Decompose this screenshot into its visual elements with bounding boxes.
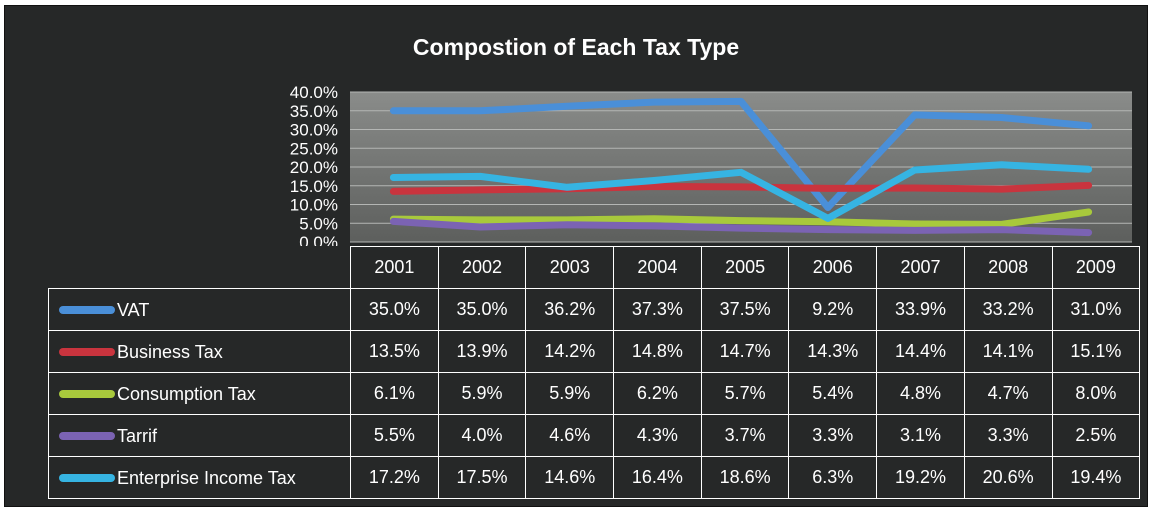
data-label: 5.9% [525,372,615,415]
data-label: 14.3% [788,330,878,373]
data-label: 36.2% [525,288,615,331]
y-tick-label: 10.0% [290,196,338,215]
table-body: VAT 35.0% 35.0% 36.2% 37.3% 37.5% 9.2% 33.9% 33.… [48,288,1141,499]
series-line [389,161,1093,222]
legend-cell: Consumption Tax [48,372,351,415]
table-row: Business Tax 13.5% 13.9% 14.2% 14.8% 14.7% 14.… [48,330,1141,373]
y-tick-label: 5.0% [299,214,338,233]
data-label: 3.3% [963,414,1053,457]
data-label: 35.0% [437,288,527,331]
legend-label: Business Tax [117,341,223,362]
data-label: 5.5% [350,414,439,457]
series-line [389,208,1093,228]
chart-title: Compostion of Each Tax Type [412,34,740,60]
legend-cell: Enterprise Income Tax [48,456,351,499]
year-header: 2002 [437,246,527,289]
y-tick-label: 20.0% [290,158,338,177]
year-header: 2006 [788,246,878,289]
data-table: 2001 2002 2003 2004 2005 2006 2007 2008 2009 VAT… [48,246,1141,499]
data-label: 14.1% [963,330,1053,373]
data-label: 14.7% [700,330,790,373]
chart-plot: 0.0%5.0%10.0%15.0%20.0%25.0%30.0%35.0%40… [290,83,1132,246]
series-line [389,181,1093,195]
data-label: 17.2% [350,456,439,499]
chart-panel: Compostion of Each Tax Type 0.0% 5.0% 10.0… [4,5,1148,507]
y-tick-label: 25.0% [290,139,338,158]
data-label: 37.3% [613,288,702,331]
data-label: 31.0% [1051,288,1141,331]
data-label: 3.3% [788,414,878,457]
data-label: 37.5% [700,288,790,331]
legend-cell: Business Tax [48,330,351,373]
data-label: 5.7% [700,372,790,415]
data-label: 14.2% [525,330,615,373]
data-label: 33.2% [963,288,1053,331]
data-label: 33.9% [876,288,965,331]
data-label: 4.3% [613,414,702,457]
data-label: 14.8% [613,330,702,373]
legend-swatch [59,431,115,440]
y-tick-label: 35.0% [290,102,338,121]
series-line [389,217,1093,237]
legend-swatch [59,473,115,482]
data-label: 16.4% [613,456,702,499]
table-corner [49,247,351,289]
year-header: 2005 [700,246,790,289]
data-label: 4.8% [876,372,965,415]
year-header: 2007 [876,246,965,289]
data-label: 6.1% [350,372,439,415]
table-row: Enterprise Income Tax 17.2% 17.5% 14.6% 16.4… [48,456,1141,499]
table-row: VAT 35.0% 35.0% 36.2% 37.3% 37.5% 9.2% 33.9% 33.… [48,288,1141,331]
series-line [389,97,1093,211]
data-label: 13.5% [350,330,439,373]
header-row: 2001 2002 2003 2004 2005 2006 2007 2008 2009 [49,246,1141,289]
legend-swatch [59,389,115,398]
y-tick-label: 30.0% [290,121,338,140]
table-row: Consumption Tax 6.1% 5.9% 5.9% 6.2% 5.7% 5.4% 4… [48,372,1141,415]
y-tick-label: 40.0% [290,83,338,102]
data-label: 14.6% [525,456,615,499]
data-label: 4.6% [525,414,615,457]
data-label: 15.1% [1051,330,1141,373]
y-tick-label: 15.0% [290,177,338,196]
data-label: 4.0% [437,414,527,457]
data-label: 9.2% [788,288,878,331]
data-label: 5.9% [437,372,527,415]
year-header: 2003 [525,246,615,289]
data-label: 13.9% [437,330,527,373]
data-label: 35.0% [350,288,439,331]
legend-label: Tarrif [117,425,157,446]
year-header: 2001 [350,246,439,289]
y-tick-label: 0.0% [299,233,338,246]
legend-label: Consumption Tax [117,383,256,404]
year-header: 2008 [963,246,1053,289]
legend-label: VAT [117,299,150,320]
data-label: 14.4% [876,330,965,373]
data-label: 18.6% [700,456,790,499]
data-label: 17.5% [437,456,527,499]
data-label: 6.3% [788,456,878,499]
data-label: 2.5% [1051,414,1141,457]
year-header: 2004 [613,246,702,289]
data-label: 8.0% [1051,372,1141,415]
data-label: 5.4% [788,372,878,415]
data-label: 3.7% [700,414,790,457]
data-label: 4.7% [963,372,1053,415]
legend-cell: VAT [48,288,351,331]
legend-cell: Tarrif [48,414,351,457]
data-label: 3.1% [876,414,965,457]
data-label: 20.6% [963,456,1053,499]
legend-swatch [59,347,115,356]
data-label: 19.2% [876,456,965,499]
data-label: 19.4% [1051,456,1141,499]
year-header: 2009 [1051,246,1141,289]
series-lines [389,97,1093,237]
table-row: Tarrif 5.5% 4.0% 4.6% 4.3% 3.7% 3.3% 3.1% 3.3% 2.… [48,414,1141,457]
legend-label: Enterprise Income Tax [117,467,296,488]
y-axis-ticks: 0.0%5.0%10.0%15.0%20.0%25.0%30.0%35.0%40… [290,83,338,246]
legend-swatch [59,305,115,314]
data-label: 6.2% [613,372,702,415]
